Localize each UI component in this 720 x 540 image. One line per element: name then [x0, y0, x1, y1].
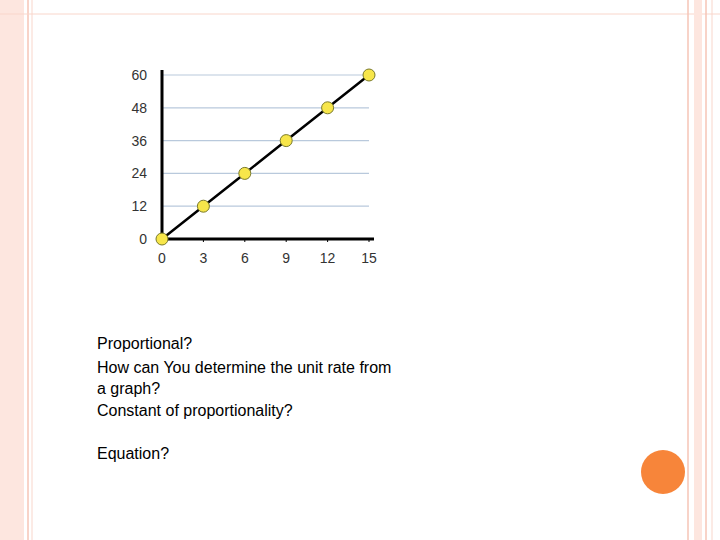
y-tick-label: 60 [131, 67, 147, 83]
data-point [322, 102, 334, 114]
grid-line [162, 107, 369, 108]
data-point [156, 233, 168, 245]
x-tick-label: 3 [200, 250, 208, 266]
data-point [239, 167, 251, 179]
left-rule [32, 0, 33, 540]
slide-text: How can You determine the unit rate from [97, 359, 391, 376]
y-tick-label: 36 [131, 133, 147, 149]
data-line [162, 75, 369, 239]
grid-line [162, 206, 369, 207]
background [0, 0, 720, 540]
x-tick-label: 0 [158, 250, 166, 266]
x-tick-label: 6 [241, 250, 249, 266]
grid-line [162, 140, 369, 141]
y-tick-label: 48 [131, 100, 147, 116]
orange-dot [641, 450, 685, 494]
x-tick-label: 9 [282, 250, 290, 266]
slide-text: Constant of proportionality? [97, 402, 293, 419]
chart: 0122436486003691215 [131, 67, 377, 266]
right-rule [705, 0, 707, 540]
marks [156, 69, 375, 245]
top-rule [0, 14, 720, 15]
right-band [694, 0, 702, 540]
x-tick-label: 12 [320, 250, 336, 266]
data-point [363, 69, 375, 81]
left-rule [27, 0, 29, 540]
right-rule [712, 0, 713, 540]
slide-text: Proportional? [97, 335, 192, 352]
data-point [280, 135, 292, 147]
y-tick-label: 24 [131, 165, 147, 181]
left-band [0, 0, 24, 540]
data-point [197, 200, 209, 212]
grid-line [162, 74, 369, 75]
y-tick-label: 12 [131, 198, 147, 214]
slide: 0122436486003691215Proportional?How can … [0, 0, 720, 540]
slide-text: Equation? [97, 445, 169, 462]
x-axis [161, 238, 375, 241]
right-rule [687, 0, 689, 540]
y-axis [161, 70, 164, 241]
y-tick-label: 0 [139, 231, 147, 247]
x-tick-label: 15 [361, 250, 377, 266]
slide-text: a graph? [97, 380, 160, 397]
grid-line [162, 173, 369, 174]
